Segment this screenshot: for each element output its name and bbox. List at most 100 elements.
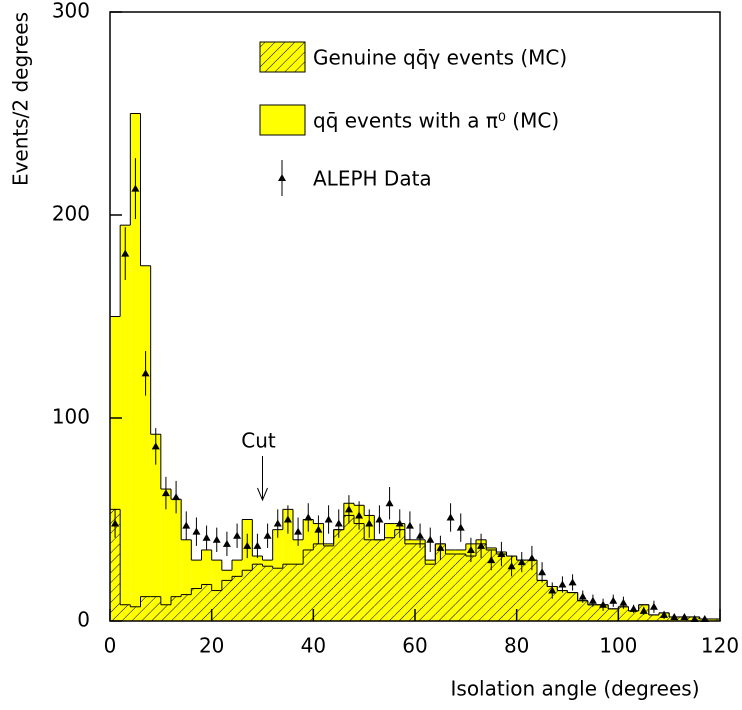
data-point	[212, 535, 221, 543]
bar-genuine	[262, 566, 273, 621]
bar-genuine	[140, 596, 151, 621]
data-point	[263, 531, 272, 539]
data-point	[497, 550, 506, 558]
bar-genuine	[577, 600, 588, 621]
data-point	[253, 541, 262, 549]
bar-genuine	[201, 584, 212, 621]
data-point	[131, 184, 140, 192]
data-point	[629, 604, 638, 612]
bar-pi0	[404, 539, 415, 544]
bar-genuine	[648, 614, 659, 621]
data-point	[426, 535, 435, 543]
y-tick-label: 100	[52, 405, 90, 429]
x-tick-label: 20	[199, 634, 224, 658]
data-point	[182, 521, 191, 529]
bar-pi0	[221, 570, 232, 581]
data-point	[385, 499, 394, 507]
bar-pi0	[455, 549, 466, 555]
y-tick-label: 0	[77, 608, 90, 632]
bar-pi0	[282, 509, 293, 565]
bar-genuine	[343, 515, 354, 621]
bar-genuine	[272, 568, 283, 621]
bar-genuine	[130, 606, 141, 621]
bar-genuine	[587, 604, 598, 621]
legend-swatch	[259, 104, 306, 136]
bar-genuine	[211, 590, 222, 621]
bar-genuine	[608, 608, 619, 621]
bar-pi0	[303, 519, 314, 550]
bar-genuine	[150, 596, 161, 621]
bar-pi0	[201, 549, 212, 585]
bar-genuine	[537, 580, 548, 621]
data-point	[680, 612, 689, 620]
bar-pi0	[293, 539, 304, 565]
data-point	[619, 598, 628, 606]
bar-pi0	[486, 547, 497, 550]
bar-genuine	[709, 618, 720, 621]
bar-genuine	[333, 529, 344, 621]
x-tick-label: 80	[504, 634, 529, 658]
data-point	[548, 586, 557, 594]
legend-label: Genuine qq̄γ events (MC)	[313, 46, 567, 70]
bar-genuine	[181, 594, 192, 621]
bar-genuine	[394, 529, 405, 621]
bar-pi0	[211, 560, 222, 591]
annotation-arrow	[257, 456, 268, 502]
data-point	[111, 519, 120, 527]
y-tick-label: 200	[52, 202, 90, 226]
data-point	[405, 521, 414, 529]
x-tick-label: 0	[104, 634, 117, 658]
bar-pi0	[140, 265, 151, 597]
legend-label: qq̄ events with a π⁰ (MC)	[313, 109, 559, 133]
bar-genuine	[354, 523, 365, 621]
data-point	[466, 545, 475, 553]
bar-genuine	[465, 556, 476, 621]
data-point	[304, 513, 313, 521]
bar-genuine	[293, 564, 304, 621]
bar-pi0	[160, 489, 171, 605]
bar-genuine	[476, 543, 487, 621]
data-point	[588, 596, 597, 604]
bar-genuine	[506, 556, 517, 621]
data-point	[477, 541, 486, 549]
legend-label: ALEPH Data	[313, 167, 432, 191]
bar-pi0	[110, 316, 121, 510]
bar-genuine	[384, 537, 395, 621]
bar-pi0	[130, 113, 141, 607]
data-point	[121, 249, 130, 257]
x-tick-label: 60	[402, 634, 427, 658]
bar-genuine	[303, 549, 314, 621]
bar-pi0	[445, 549, 456, 555]
data-point	[599, 600, 608, 608]
bar-genuine	[110, 509, 121, 621]
bar-genuine	[191, 588, 202, 621]
y-tick-label: 300	[52, 0, 90, 23]
data-point	[670, 612, 679, 620]
bar-genuine	[567, 592, 578, 621]
bar-genuine	[496, 554, 507, 621]
data-point	[538, 568, 547, 576]
bar-pi0	[171, 499, 182, 597]
data-point	[446, 513, 455, 521]
bar-genuine	[516, 560, 527, 621]
bar-pi0	[323, 543, 334, 546]
bar-genuine	[160, 604, 171, 621]
x-tick-label: 40	[301, 634, 326, 658]
data-point	[172, 493, 181, 501]
data-point	[334, 519, 343, 527]
bar-pi0	[384, 523, 395, 538]
data-point	[273, 519, 282, 527]
data-point	[456, 523, 465, 531]
data-point	[222, 539, 231, 547]
data-point	[649, 602, 658, 610]
bar-genuine	[313, 543, 324, 621]
y-axis-label: Events/2 degrees	[9, 12, 33, 186]
data-point	[568, 578, 577, 586]
bar-genuine	[323, 545, 334, 621]
bar-genuine	[486, 549, 497, 621]
bar-pi0	[191, 560, 202, 589]
legend-swatch	[259, 41, 306, 73]
x-tick-label: 120	[701, 634, 739, 658]
bar-genuine	[526, 560, 537, 621]
